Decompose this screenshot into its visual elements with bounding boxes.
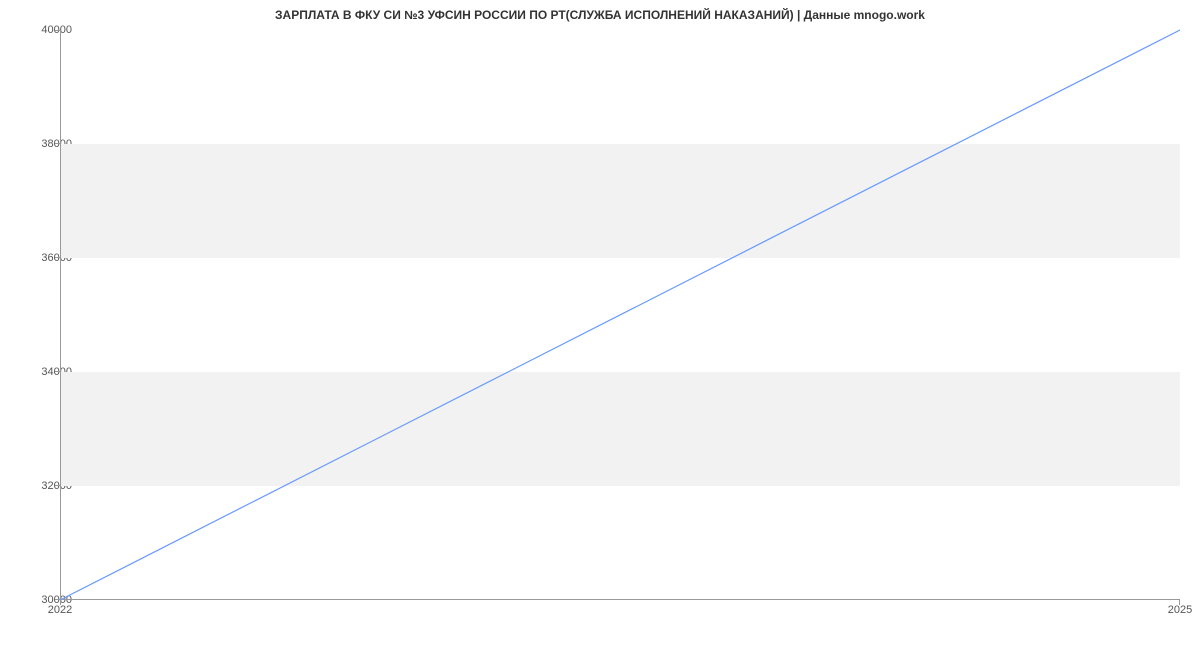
x-tick-label: 2022	[48, 604, 72, 616]
series-salary	[60, 30, 1180, 600]
x-tick-label: 2025	[1168, 604, 1192, 616]
salary-chart: ЗАРПЛАТА В ФКУ СИ №3 УФСИН РОССИИ ПО РТ(…	[0, 0, 1200, 650]
x-tick-mark	[1179, 600, 1180, 605]
line-series-layer	[60, 30, 1180, 600]
x-tick-mark	[60, 600, 61, 605]
chart-title: ЗАРПЛАТА В ФКУ СИ №3 УФСИН РОССИИ ПО РТ(…	[0, 8, 1200, 22]
plot-area	[60, 30, 1180, 600]
